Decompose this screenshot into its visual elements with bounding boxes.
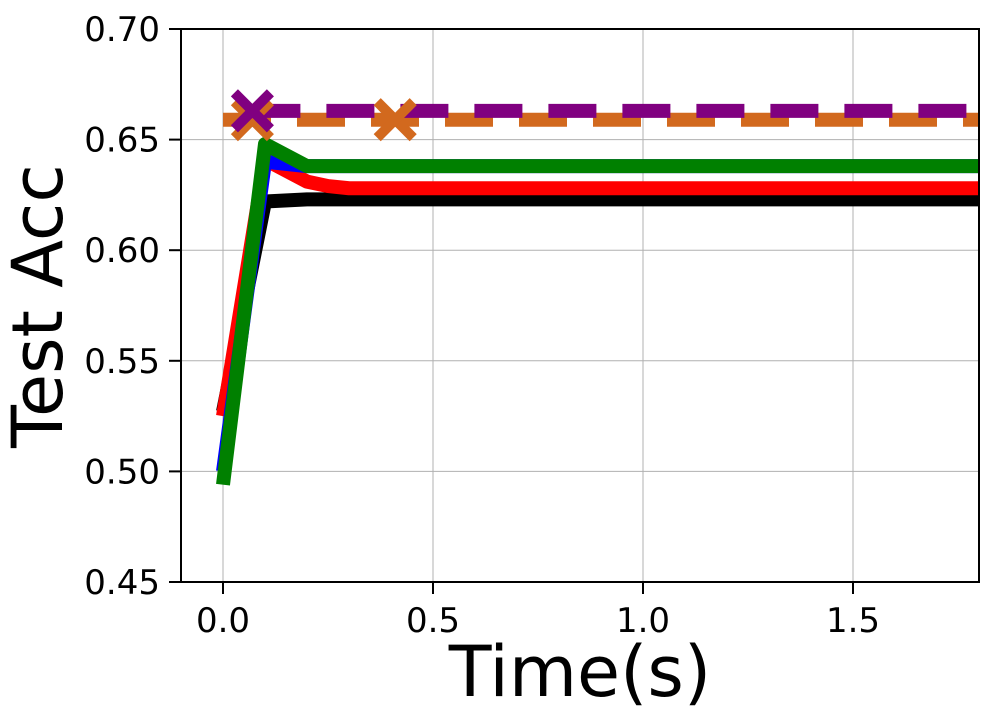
x-axis-title: Time(s) <box>448 631 711 713</box>
y-tick-label: 0.65 <box>84 121 160 161</box>
y-tick-label: 0.70 <box>84 10 160 50</box>
axis-ticks: 0.0 0.5 1.0 1.5 0.45 0.50 0.55 0.60 0.65 0.70 <box>84 10 880 641</box>
x-tick-label: 1.5 <box>826 601 880 641</box>
y-axis-title: Test Acc <box>0 164 79 449</box>
x-marker <box>230 89 274 133</box>
series-line-0 <box>216 192 979 414</box>
plot-frame <box>180 28 980 583</box>
x-marker <box>230 98 274 142</box>
series-line-2 <box>216 154 979 473</box>
x-tick-label: 0.5 <box>406 601 460 641</box>
x-marker <box>373 98 417 142</box>
y-tick-label: 0.50 <box>84 452 160 492</box>
y-tick-label: 0.60 <box>84 231 160 271</box>
y-tick-label: 0.55 <box>84 342 160 382</box>
x-tick-label: 0.0 <box>196 601 250 641</box>
y-tick-label: 0.45 <box>84 563 160 603</box>
series-lines <box>216 103 979 486</box>
series-line-3 <box>216 137 979 486</box>
x-tick-label: 1.0 <box>616 601 670 641</box>
series-markers <box>230 89 417 142</box>
